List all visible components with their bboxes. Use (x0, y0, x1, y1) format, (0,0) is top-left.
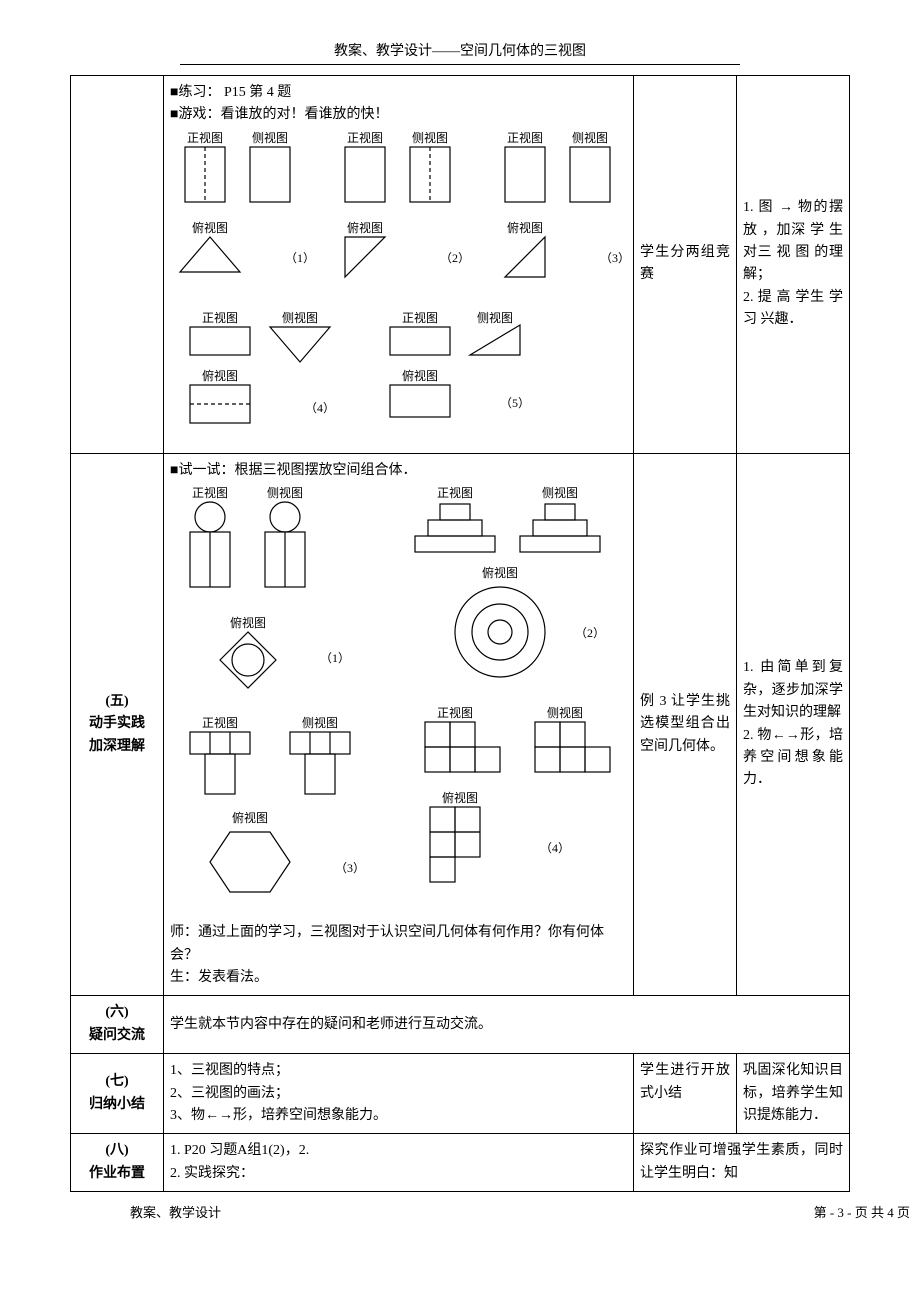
svg-text:正视图: 正视图 (202, 310, 238, 325)
summary-3: 3、物←→形，培养空间想象能力。 (170, 1105, 627, 1127)
svg-text:正视图: 正视图 (187, 130, 223, 145)
svg-text:侧视图: 侧视图 (267, 485, 303, 500)
svg-text:（1）: （1） (320, 651, 350, 665)
purpose-2a: 1. 由简单到复杂，逐步加深学生对知识的理解 (743, 657, 843, 724)
purpose-cell-2: 1. 由简单到复杂，逐步加深学生对知识的理解 2. 物←→形，培养空间想象能力． (737, 453, 850, 996)
svg-text:（3）: （3） (600, 251, 630, 265)
svg-text:正视图: 正视图 (347, 130, 383, 145)
page-footer: 教案、教学设计 第 - 3 - 页 共 4 页 (70, 1202, 920, 1221)
purpose-1a: 1. 图 → 物的摆放 ，加深 学 生 对三 视 图 的理解； (743, 197, 843, 287)
summary-2: 2、三视图的画法； (170, 1083, 627, 1105)
svg-text:侧视图: 侧视图 (252, 130, 288, 145)
page-header: 教案、教学设计——空间几何体的三视图 (180, 40, 740, 65)
svg-text:（4）: （4） (540, 841, 570, 855)
svg-text:侧视图: 侧视图 (547, 705, 583, 720)
svg-text:侧视图: 侧视图 (542, 485, 578, 500)
svg-text:正视图: 正视图 (437, 485, 473, 500)
svg-text:侧视图: 侧视图 (302, 715, 338, 730)
svg-text:俯视图: 俯视图 (230, 615, 266, 630)
practice-line: ■练习： P15 第 4 题 (170, 82, 627, 104)
svg-text:正视图: 正视图 (202, 715, 238, 730)
game-line: ■游戏：看谁放的对！看谁放的快！ (170, 104, 627, 126)
activity-cell-5: 探究作业可增强学生素质，同时让学生明白：知 (634, 1134, 850, 1192)
svg-text:（2）: （2） (575, 626, 605, 640)
summary-1: 1、三视图的特点； (170, 1060, 627, 1082)
svg-text:俯视图: 俯视图 (347, 220, 383, 235)
section-6-num: (六) (77, 1002, 157, 1024)
lesson-plan-table: ■练习： P15 第 4 题 ■游戏：看谁放的对！看谁放的快！ 正视图 侧视图 … (70, 75, 850, 1192)
section-cell-blank (71, 76, 164, 454)
svg-text:正视图: 正视图 (507, 130, 543, 145)
content-cell-1: ■练习： P15 第 4 题 ■游戏：看谁放的对！看谁放的快！ 正视图 侧视图 … (164, 76, 634, 454)
section-cell-8: (八) 作业布置 (71, 1134, 164, 1192)
student-answer: 生：发表看法。 (170, 967, 627, 989)
content-cell-2: ■试一试：根据三视图摆放空间组合体． 正视图 侧视图 俯视图 (164, 453, 634, 996)
section-6-t: 疑问交流 (77, 1025, 157, 1047)
footer-right: 第 - 3 - 页 共 4 页 (814, 1202, 910, 1221)
svg-text:（3）: （3） (335, 861, 365, 875)
purpose-cell-4: 巩固深化知识目标，培养学生知识提炼能力． (737, 1054, 850, 1134)
section-5-t2: 加深理解 (77, 736, 157, 758)
activity-cell-1: 学生分两组竞赛 (634, 76, 737, 454)
hw-2: 2. 实践探究： (170, 1163, 627, 1185)
svg-text:侧视图: 侧视图 (412, 130, 448, 145)
svg-text:侧视图: 侧视图 (572, 130, 608, 145)
svg-text:俯视图: 俯视图 (482, 565, 518, 580)
section-cell-7: (七) 归纳小结 (71, 1054, 164, 1134)
svg-text:（5）: （5） (500, 396, 530, 410)
section-8-t: 作业布置 (77, 1163, 157, 1185)
svg-text:侧视图: 侧视图 (477, 310, 513, 325)
hw-1: 1. P20 习题A组1(2)，2. (170, 1140, 627, 1162)
section-cell-6: (六) 疑问交流 (71, 996, 164, 1054)
svg-text:（2）: （2） (440, 251, 470, 265)
svg-text:正视图: 正视图 (192, 485, 228, 500)
activity-cell-2: 例 3 让学生挑选模型组合出空间几何体。 (634, 453, 737, 996)
section-8-num: (八) (77, 1140, 157, 1162)
section-cell-5: (五) 动手实践 加深理解 (71, 453, 164, 996)
purpose-1b: 2. 提 高 学生 学 习 兴趣． (743, 287, 843, 332)
teacher-question: 师：通过上面的学习，三视图对于认识空间几何体有何作用？你有何体会？ (170, 922, 627, 967)
section-5-num: (五) (77, 691, 157, 713)
activity-cell-4: 学生进行开放式小结 (634, 1054, 737, 1134)
section-7-t: 归纳小结 (77, 1094, 157, 1116)
diagram-set-1: 正视图 侧视图 俯视图 （1） 正视图 侧视图 (170, 127, 640, 447)
section-7-num: (七) (77, 1071, 157, 1093)
purpose-cell-1: 1. 图 → 物的摆放 ，加深 学 生 对三 视 图 的理解； 2. 提 高 学… (737, 76, 850, 454)
content-cell-5: 1. P20 习题A组1(2)，2. 2. 实践探究： (164, 1134, 634, 1192)
svg-text:（4）: （4） (305, 401, 335, 415)
svg-text:侧视图: 侧视图 (282, 310, 318, 325)
try-line: ■试一试：根据三视图摆放空间组合体． (170, 460, 627, 482)
svg-text:俯视图: 俯视图 (507, 220, 543, 235)
content-cell-3: 学生就本节内容中存在的疑问和老师进行互动交流。 (164, 996, 850, 1054)
section-5-t1: 动手实践 (77, 713, 157, 735)
svg-text:俯视图: 俯视图 (202, 368, 238, 383)
svg-text:俯视图: 俯视图 (232, 810, 268, 825)
svg-text:俯视图: 俯视图 (442, 790, 478, 805)
svg-text:（1）: （1） (285, 251, 315, 265)
purpose-2b: 2. 物←→形，培养空间想象能力． (743, 725, 843, 792)
footer-left: 教案、教学设计 (130, 1202, 221, 1221)
diagram-set-2: 正视图 侧视图 俯视图 （1） (170, 482, 640, 922)
svg-text:正视图: 正视图 (402, 310, 438, 325)
content-cell-4: 1、三视图的特点； 2、三视图的画法； 3、物←→形，培养空间想象能力。 (164, 1054, 634, 1134)
svg-text:俯视图: 俯视图 (402, 368, 438, 383)
svg-text:正视图: 正视图 (437, 705, 473, 720)
svg-text:俯视图: 俯视图 (192, 220, 228, 235)
